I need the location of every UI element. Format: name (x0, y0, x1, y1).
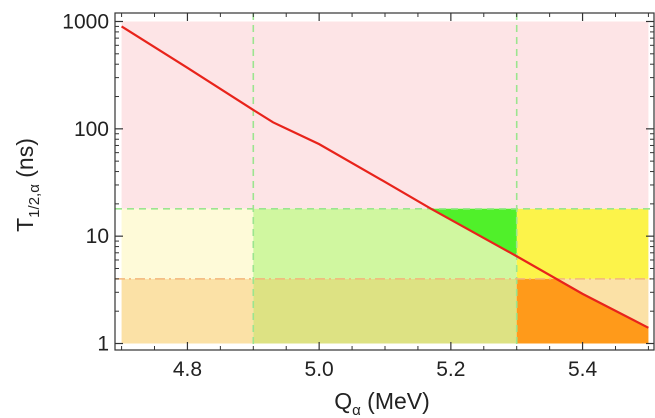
x-axis-label: Qα (MeV) (334, 388, 430, 418)
data-series (120, 25, 649, 329)
region-0 (121, 21, 649, 209)
y-axis-label: T1/2,α (ns) (12, 138, 43, 232)
x-tick-label-2: 5.2 (436, 358, 465, 381)
y-axis-label-main: T (12, 218, 38, 232)
x-axis-label-suffix: (MeV) (361, 388, 430, 414)
x-tick-label-0: 4.8 (173, 358, 202, 381)
series-line (120, 25, 649, 329)
axis-ticks: 4.8 5.0 5.2 5.4 1 10 100 1000 (62, 10, 654, 381)
region-1 (121, 208, 254, 279)
region-8 (253, 208, 517, 257)
x-axis-label-sub: α (352, 402, 361, 418)
x-tick-label-3: 5.4 (568, 358, 598, 381)
region-3 (516, 208, 649, 279)
y-tick-label-0: 1 (97, 333, 109, 356)
region-7 (516, 278, 649, 344)
y-tick-label-3: 1000 (62, 10, 109, 33)
shaded-regions (121, 21, 649, 344)
y-axis-label-suffix: (ns) (12, 138, 38, 184)
x-axis-label-main: Q (334, 388, 352, 414)
y-tick-label-2: 100 (74, 118, 109, 141)
x-tick-label-1: 5.0 (305, 358, 334, 381)
y-tick-label-1: 10 (86, 225, 109, 248)
y-axis-label-sub: 1/2,α (26, 184, 43, 218)
reference-lines (115, 13, 655, 350)
region-5 (253, 278, 517, 344)
region-4 (121, 278, 254, 344)
